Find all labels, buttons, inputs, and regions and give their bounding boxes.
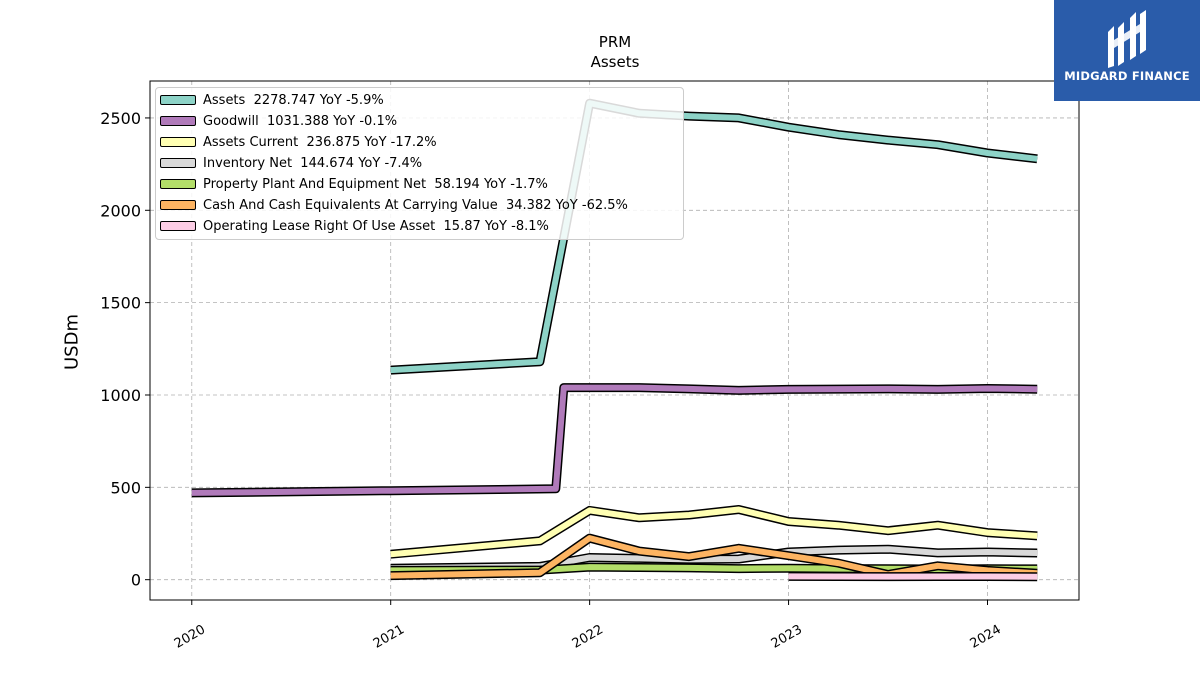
legend-swatch xyxy=(160,158,196,168)
y-tick-label: 1000 xyxy=(100,386,141,405)
midgard-logo-icon xyxy=(1108,10,1146,68)
legend-item-cash: Cash And Cash Equivalents At Carrying Va… xyxy=(160,197,628,213)
legend-label: Inventory Net 144.674 YoY -7.4% xyxy=(203,155,423,171)
x-tick-label: 2022 xyxy=(570,622,606,652)
x-tick-label: 2024 xyxy=(968,622,1004,652)
brand-name: MIDGARD FINANCE xyxy=(1064,69,1190,83)
legend-swatch xyxy=(160,179,196,189)
legend-item-inventory-net: Inventory Net 144.674 YoY -7.4% xyxy=(160,155,422,171)
series-line-outline xyxy=(191,383,1038,498)
legend-item-assets-current: Assets Current 236.875 YoY -17.2% xyxy=(160,134,437,150)
legend-label: Goodwill 1031.388 YoY -0.1% xyxy=(203,113,398,129)
legend-item-goodwill: Goodwill 1031.388 YoY -0.1% xyxy=(160,113,397,129)
series-line xyxy=(390,535,1038,579)
y-tick-label: 1500 xyxy=(100,294,141,313)
series-line xyxy=(191,384,1038,496)
brand-logo: MIDGARD FINANCE xyxy=(1054,0,1200,101)
chart-subtitle: Assets xyxy=(590,53,640,71)
y-tick-label: 0 xyxy=(131,571,141,590)
chart-title: PRM xyxy=(598,33,632,51)
legend-swatch xyxy=(160,200,196,210)
legend-label: Assets Current 236.875 YoY -17.2% xyxy=(203,134,437,150)
x-tick-label: 2021 xyxy=(371,622,407,652)
y-tick-label: 2000 xyxy=(100,201,141,220)
legend-label: Assets 2278.747 YoY -5.9% xyxy=(203,92,384,108)
plot-frame xyxy=(149,80,1080,601)
x-tick-label: 2020 xyxy=(172,622,208,652)
x-tick-label: 2023 xyxy=(769,622,805,652)
legend-item-assets: Assets 2278.747 YoY -5.9% xyxy=(160,92,384,108)
y-tick-label: 2500 xyxy=(100,109,141,128)
legend-label: Cash And Cash Equivalents At Carrying Va… xyxy=(203,197,628,213)
legend: Assets 2278.747 YoY -5.9% Goodwill 1031.… xyxy=(155,87,684,240)
legend-label: Property Plant And Equipment Net 58.194 … xyxy=(203,176,548,192)
legend-swatch xyxy=(160,116,196,126)
legend-swatch xyxy=(160,137,196,147)
legend-swatch xyxy=(160,95,196,105)
legend-label: Operating Lease Right Of Use Asset 15.87… xyxy=(203,218,549,234)
legend-swatch xyxy=(160,221,196,231)
y-axis-label: USDm xyxy=(61,314,83,370)
legend-item-ppe-net: Property Plant And Equipment Net 58.194 … xyxy=(160,176,548,192)
series-line xyxy=(390,506,1038,558)
legend-item-operating-lease: Operating Lease Right Of Use Asset 15.87… xyxy=(160,218,549,234)
y-tick-label: 500 xyxy=(110,478,141,497)
